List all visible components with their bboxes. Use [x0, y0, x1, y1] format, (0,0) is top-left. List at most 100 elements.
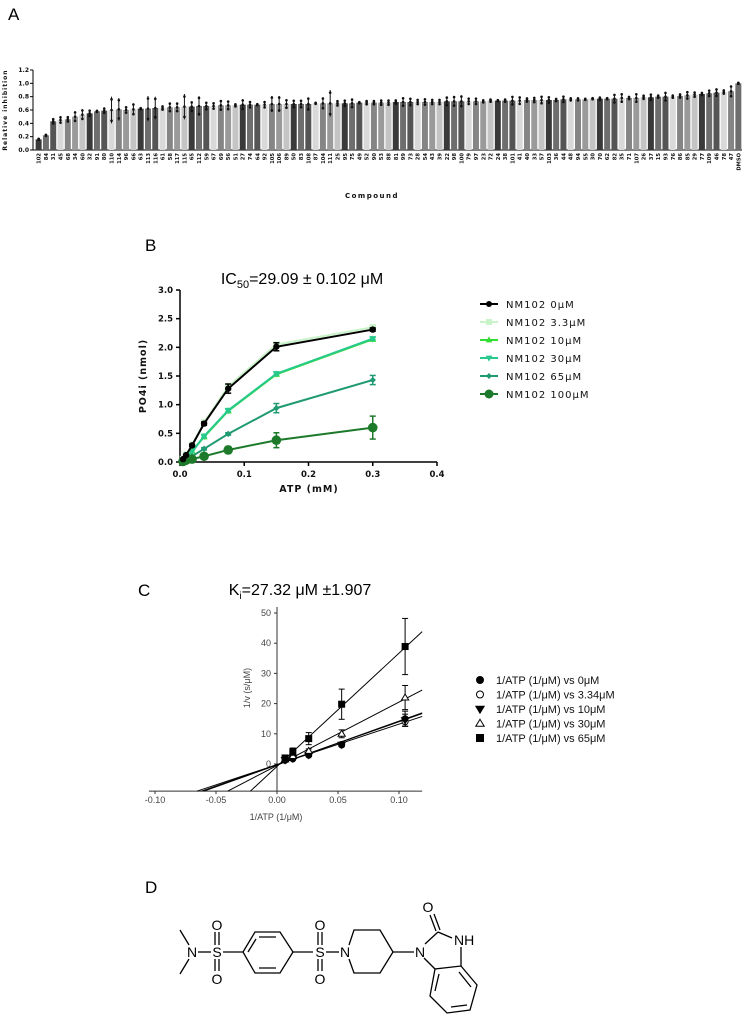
data-point-square	[305, 735, 313, 743]
replicate-point	[430, 98, 434, 102]
replicate-point	[102, 111, 106, 115]
bar	[247, 104, 254, 150]
panel-b-x-tick-label: 0.1	[237, 470, 252, 480]
replicate-point	[511, 99, 514, 102]
replicate-point	[51, 117, 55, 121]
replicate-point	[51, 122, 55, 125]
replicate-point	[693, 93, 696, 96]
bar	[728, 91, 735, 150]
panel-a-x-tick-label: 90	[372, 153, 378, 161]
replicate-point	[212, 102, 215, 105]
replicate-point	[299, 102, 303, 106]
replicate-point	[518, 102, 521, 106]
replicate-point	[554, 97, 558, 101]
replicate-point	[183, 95, 186, 98]
panel-a-y-tick-label: 0.8	[18, 94, 29, 101]
bar	[698, 94, 705, 150]
panel-a-x-tick-label: 56	[226, 153, 232, 161]
bar	[152, 108, 159, 150]
panel-c-y-tick-label: 50	[261, 608, 271, 618]
bar	[626, 98, 633, 150]
replicate-point	[664, 99, 667, 102]
replicate-point	[532, 98, 536, 102]
bar	[720, 92, 727, 150]
data-point-circle	[199, 451, 209, 462]
bar	[421, 102, 428, 150]
data-point-circle	[273, 343, 280, 350]
replicate-point	[270, 102, 274, 106]
panel-a-x-tick-label: 53	[379, 153, 385, 161]
replicate-point	[518, 99, 521, 102]
panel-b-title: IC50=29.09 ± 0.102 μM	[221, 271, 383, 291]
replicate-point	[481, 98, 485, 102]
data-point-square	[281, 754, 289, 762]
replicate-point	[664, 95, 667, 98]
panel-a-x-tick-label: 94	[576, 153, 582, 161]
replicate-point	[197, 96, 201, 100]
replicate-point	[175, 109, 179, 113]
bar	[225, 105, 232, 150]
replicate-point	[525, 97, 529, 100]
replicate-point	[635, 100, 638, 104]
replicate-point	[146, 107, 150, 110]
replicate-point	[270, 109, 274, 112]
replicate-point	[496, 98, 500, 102]
bar	[545, 100, 552, 150]
replicate-point	[438, 102, 441, 106]
replicate-point	[73, 111, 77, 114]
panel-a-x-tick-label: 46	[714, 153, 720, 161]
data-point-circle	[476, 690, 484, 699]
replicate-point	[314, 101, 317, 105]
replicate-point	[569, 96, 573, 100]
bar	[633, 98, 640, 150]
replicate-point	[365, 99, 368, 103]
bar	[647, 97, 654, 150]
replicate-point	[256, 102, 259, 106]
panel-a-x-tick-label: 79	[467, 153, 473, 161]
panel-a-x-tick-label: 41	[518, 153, 524, 161]
data-point-triangle-down	[400, 717, 410, 725]
data-point-square	[289, 748, 297, 756]
bar	[349, 103, 356, 150]
panel-a-x-tick-label: 24	[496, 153, 502, 161]
panel-label-c: C	[138, 581, 150, 600]
replicate-point	[409, 100, 412, 104]
replicate-point	[547, 98, 551, 102]
replicate-point	[175, 102, 179, 105]
replicate-point	[707, 94, 711, 98]
panel-a-x-tick-label: 103	[547, 153, 553, 164]
replicate-point	[117, 108, 121, 111]
panel-c-y-tick-label: 30	[261, 668, 271, 678]
replicate-point	[387, 101, 390, 104]
replicate-point	[212, 107, 215, 110]
replicate-point	[656, 94, 660, 97]
replicate-point	[59, 118, 62, 122]
replicate-point	[350, 98, 354, 101]
data-point-diamond	[224, 430, 232, 438]
replicate-point	[263, 103, 266, 106]
data-point-triangle-up	[485, 336, 493, 343]
panel-a-x-tick-label: 74	[248, 153, 254, 161]
panel-c-y-axis-label: 1/v (s/μM)	[242, 668, 252, 708]
data-point-circle	[182, 451, 190, 459]
replicate-point	[729, 94, 733, 98]
bar	[327, 103, 334, 150]
panel-a-x-tick-label: 40	[525, 153, 531, 161]
replicate-point	[292, 105, 296, 109]
replicate-point	[277, 96, 281, 99]
panel-a-x-tick-label: 113	[146, 153, 152, 164]
replicate-point	[66, 120, 70, 123]
legend-item: NM102 10μM	[480, 336, 581, 347]
panel-a-x-tick-label: 96	[124, 153, 130, 161]
panel-a-x-axis-label: Compound	[345, 192, 399, 200]
bar	[363, 102, 370, 150]
legend-label: 1/ATP (1/μM) vs 30μM	[496, 719, 605, 731]
replicate-point	[547, 96, 551, 99]
panel-c-x-tick-label: -0.10	[145, 795, 166, 805]
panel-label-b: B	[145, 236, 156, 255]
atom-label: S	[212, 944, 221, 960]
bar	[57, 120, 64, 150]
panel-a-x-tick-label: 35	[620, 153, 626, 161]
bar	[516, 100, 523, 150]
